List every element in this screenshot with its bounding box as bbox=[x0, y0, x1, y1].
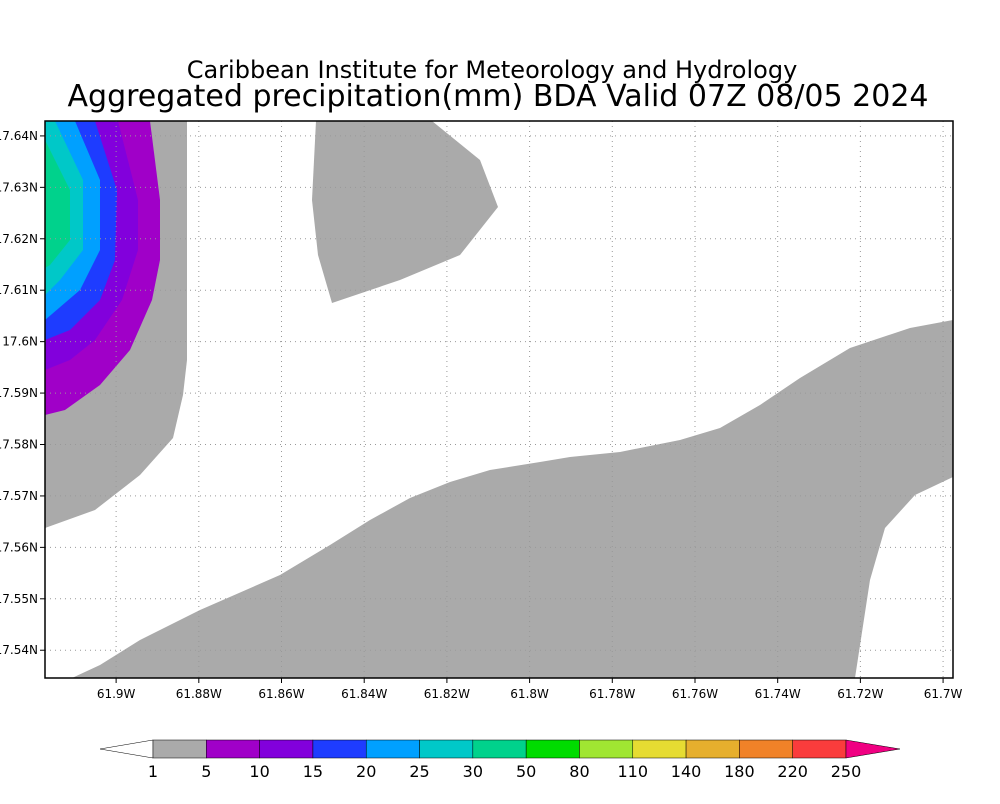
y-tick-label: 17.56N bbox=[0, 540, 38, 554]
colorbar-segment bbox=[525, 739, 580, 759]
colorbar-low bbox=[99, 739, 154, 759]
y-tick-label: 17.61N bbox=[0, 283, 38, 297]
colorbar-segment bbox=[685, 739, 740, 759]
colorbar-segment bbox=[472, 739, 527, 759]
colorbar-label: 180 bbox=[724, 762, 755, 781]
x-tick-label: 61.88W bbox=[176, 687, 222, 701]
colorbar-label: 110 bbox=[617, 762, 648, 781]
x-tick-label: 61.82W bbox=[424, 687, 470, 701]
colorbar-label: 20 bbox=[356, 762, 376, 781]
contour-fields bbox=[45, 121, 953, 678]
x-tick-label: 61.78W bbox=[589, 687, 635, 701]
colorbar-label: 220 bbox=[777, 762, 808, 781]
x-tick-label: 61.84W bbox=[341, 687, 387, 701]
y-tick-label: 17.64N bbox=[0, 129, 38, 143]
contour-area bbox=[312, 121, 498, 303]
colorbar-label: 140 bbox=[671, 762, 702, 781]
colorbar-label: 30 bbox=[463, 762, 483, 781]
colorbar-label: 10 bbox=[249, 762, 269, 781]
x-tick-label: 61.72W bbox=[837, 687, 883, 701]
chart-subtitle: Aggregated precipitation(mm) BDA Valid 0… bbox=[68, 79, 929, 114]
y-tick-label: 17.59N bbox=[0, 386, 38, 400]
colorbar-label: 15 bbox=[303, 762, 323, 781]
y-tick-label: 17.57N bbox=[0, 489, 38, 503]
y-tick-label: 17.62N bbox=[0, 232, 38, 246]
y-tick-label: 17.63N bbox=[0, 180, 38, 194]
colorbar-label: 25 bbox=[409, 762, 429, 781]
plot-frame bbox=[44, 120, 954, 679]
colorbar-segment bbox=[632, 739, 687, 759]
colorbar-label: 250 bbox=[831, 762, 862, 781]
colorbar-label: 1 bbox=[148, 762, 158, 781]
colorbar-segment bbox=[152, 739, 207, 759]
x-tick-label: 61.7W bbox=[924, 687, 963, 701]
colorbar-segment bbox=[259, 739, 314, 759]
colorbar-segment bbox=[419, 739, 474, 759]
y-tick-label: 17.6N bbox=[2, 335, 38, 349]
colorbar-high bbox=[845, 739, 901, 759]
y-tick-label: 17.58N bbox=[0, 438, 38, 452]
colorbar: 1 5 10 15 20 25 30 50 80 110 140 180 220 250 bbox=[99, 739, 901, 781]
contour-area bbox=[45, 140, 70, 268]
colorbar-label: 5 bbox=[201, 762, 211, 781]
colorbar-label: 50 bbox=[516, 762, 536, 781]
colorbar-segment bbox=[206, 739, 260, 759]
colorbar-segment bbox=[365, 739, 420, 759]
contour-area bbox=[72, 320, 953, 678]
colorbar-segment bbox=[792, 739, 847, 759]
chart-title: Caribbean Institute for Meteorology and … bbox=[187, 56, 798, 84]
y-tick-label: 17.54N bbox=[0, 643, 38, 657]
x-tick-label: 61.76W bbox=[672, 687, 718, 701]
colorbar-segment bbox=[739, 739, 793, 759]
x-tick-label: 61.9W bbox=[97, 687, 136, 701]
colorbar-segment bbox=[579, 739, 634, 759]
x-tick-label: 61.74W bbox=[755, 687, 801, 701]
axes: 61.9W 61.88W 61.86W 61.84W 61.82W 61.8W 61.78W… bbox=[0, 121, 962, 701]
x-tick-label: 61.86W bbox=[258, 687, 304, 701]
colorbar-label: 80 bbox=[569, 762, 589, 781]
x-tick-label: 61.8W bbox=[510, 687, 549, 701]
y-tick-label: 17.55N bbox=[0, 592, 38, 606]
colorbar-segment bbox=[312, 739, 367, 759]
